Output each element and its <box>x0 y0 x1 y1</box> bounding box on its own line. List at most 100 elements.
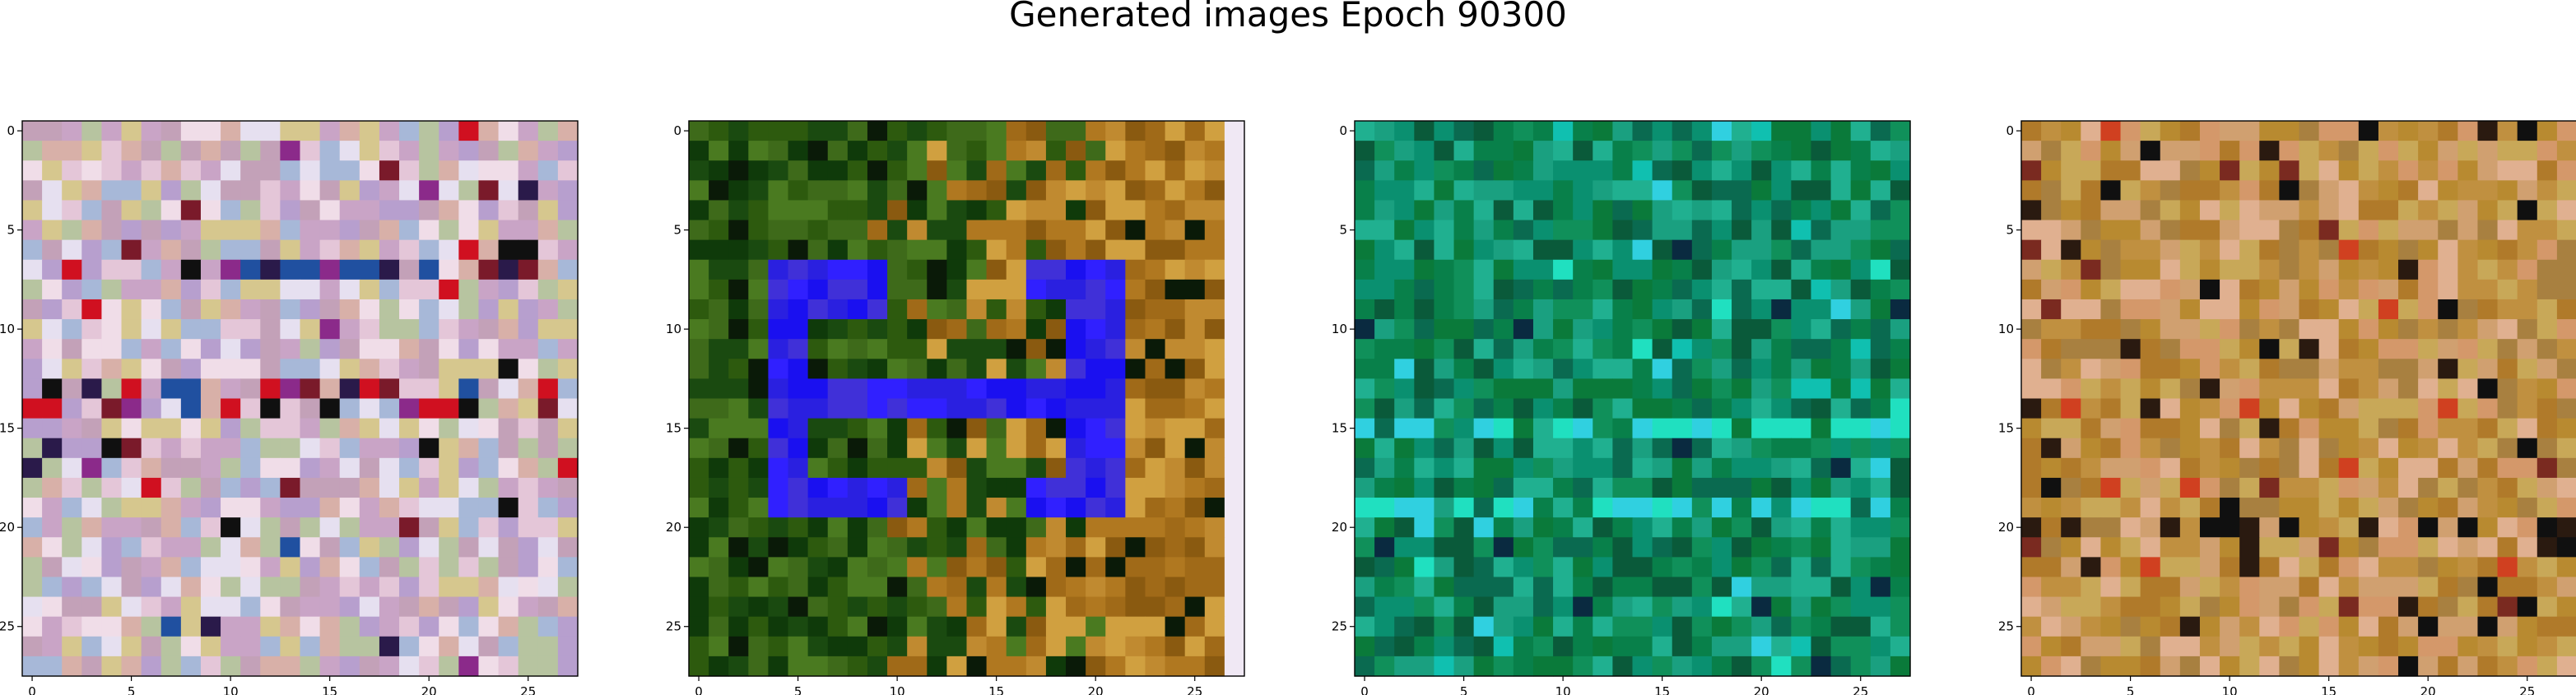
pixel-cell <box>966 319 988 340</box>
pixel-cell <box>379 636 400 657</box>
pixel-cell <box>280 477 301 498</box>
pixel-cell <box>927 200 947 221</box>
pixel-cell <box>2378 438 2399 459</box>
pixel-cell <box>2220 438 2240 459</box>
pixel-cell <box>1184 557 1206 578</box>
pixel-cell <box>2517 616 2538 637</box>
pixel-cell <box>1711 418 1732 439</box>
pixel-cell <box>1493 319 1514 340</box>
pixel-cell <box>1593 457 1613 479</box>
pixel-cell <box>81 616 103 637</box>
pixel-cell <box>1006 359 1027 379</box>
pixel-cell <box>557 180 579 202</box>
pixel-cell <box>2239 596 2260 618</box>
pixel-cell <box>927 299 947 320</box>
pixel-cell <box>1086 279 1106 300</box>
pixel-cell <box>986 141 1007 161</box>
pixel-cell <box>240 438 261 459</box>
pixel-cell <box>927 616 947 637</box>
pixel-cell <box>2120 596 2141 618</box>
pixel-cell <box>439 577 459 598</box>
pixel-cell <box>1105 616 1126 637</box>
pixel-cell <box>1751 418 1772 439</box>
pixel-cell <box>748 636 770 657</box>
pixel-cell <box>1493 477 1514 498</box>
pixel-cell <box>200 577 221 598</box>
pixel-cell <box>101 596 123 618</box>
pixel-cell <box>847 141 868 161</box>
pixel-cell <box>1573 378 1593 400</box>
pixel-cell <box>966 418 988 439</box>
pixel-cell <box>200 141 221 161</box>
pixel-cell <box>2041 200 2062 221</box>
pixel-cell <box>537 299 559 320</box>
pixel-cell <box>2179 160 2201 181</box>
pixel-cell <box>1434 160 1455 181</box>
pixel-cell <box>240 141 261 161</box>
pixel-cell <box>1573 141 1593 161</box>
pixel-cell <box>557 596 579 618</box>
pixel-cell <box>180 141 202 161</box>
pixel-cell <box>1493 220 1514 241</box>
pixel-cell <box>1224 359 1245 379</box>
pixel-cell <box>1105 418 1126 439</box>
pixel-cell <box>1414 596 1435 618</box>
pixel-cell <box>1830 656 1852 677</box>
pixel-cell <box>1732 220 1752 241</box>
pixel-cell <box>537 656 559 677</box>
pixel-cell <box>478 239 500 261</box>
pixel-cell <box>768 180 789 202</box>
pixel-cell <box>1830 636 1852 657</box>
pixel-cell <box>1890 656 1911 677</box>
pixel-cell <box>319 418 341 439</box>
pixel-cell <box>2299 457 2320 479</box>
pixel-cell <box>1434 339 1455 359</box>
pixel-cell <box>280 418 301 439</box>
pixel-cell <box>1184 616 1206 637</box>
pixel-cell <box>22 498 43 518</box>
pixel-cell <box>946 220 968 241</box>
pixel-cell <box>2041 418 2062 439</box>
pixel-cell <box>2418 537 2439 558</box>
pixel-cell <box>1355 200 1375 221</box>
pixel-cell <box>1086 378 1106 400</box>
pixel-cell <box>1870 239 1891 261</box>
pixel-cell <box>2517 279 2538 300</box>
pixel-cell <box>62 319 82 340</box>
pixel-cell <box>200 596 221 618</box>
pixel-cell <box>2041 656 2062 677</box>
pixel-cell <box>339 498 360 518</box>
pixel-cell <box>1612 319 1634 340</box>
pixel-cell <box>458 259 480 280</box>
pixel-cell <box>2378 577 2399 598</box>
pixel-cell <box>2398 557 2419 578</box>
pixel-cell <box>439 537 459 558</box>
pixel-cell <box>1493 279 1514 300</box>
pixel-cell <box>1553 180 1574 202</box>
pixel-cell <box>1414 299 1435 320</box>
y-tick-label: 20 <box>666 520 681 535</box>
pixel-cell <box>2220 457 2240 479</box>
pixel-cell <box>121 378 142 400</box>
pixel-cell <box>42 339 63 359</box>
pixel-cell <box>807 477 829 498</box>
pixel-cell <box>2239 279 2260 300</box>
pixel-cell <box>1811 656 1832 677</box>
pixel-cell <box>2477 359 2499 379</box>
pixel-cell <box>1125 239 1146 261</box>
pixel-cell <box>1453 438 1475 459</box>
pixel-cell <box>1771 498 1792 518</box>
pixel-cell <box>2418 636 2439 657</box>
pixel-cell <box>887 457 908 479</box>
pixel-cell <box>221 418 241 439</box>
pixel-cell <box>1711 616 1732 637</box>
pixel-cell <box>399 160 420 181</box>
pixel-cell <box>260 378 281 400</box>
pixel-cell <box>1165 200 1186 221</box>
pixel-cell <box>200 121 221 141</box>
pixel-cell <box>319 279 341 300</box>
pixel-cell <box>2299 319 2320 340</box>
pixel-cell <box>2021 537 2042 558</box>
pixel-cell <box>2179 259 2201 280</box>
pixel-cell <box>180 596 202 618</box>
